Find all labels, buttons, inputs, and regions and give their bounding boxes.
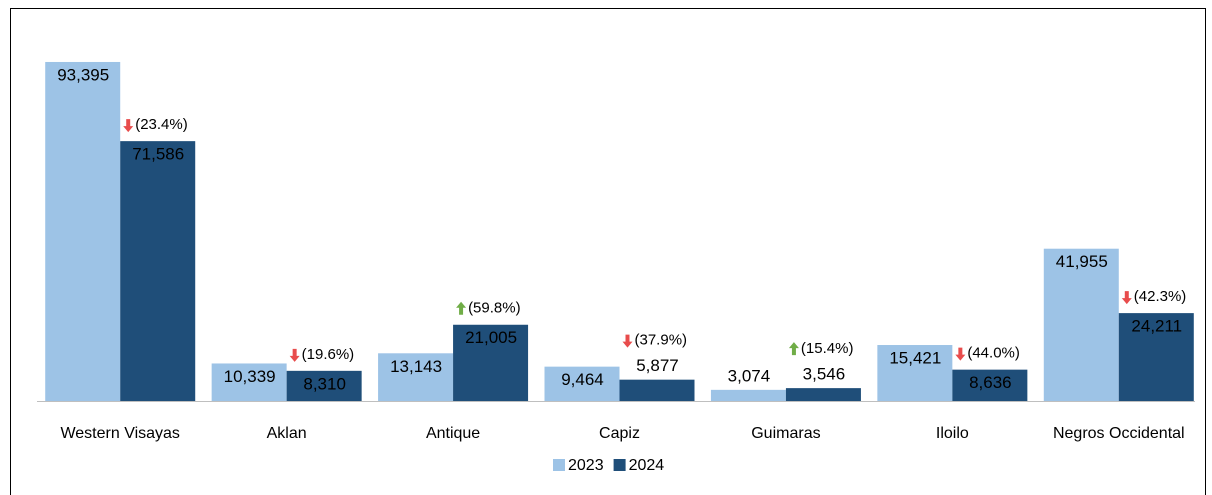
change-label: (23.4%) bbox=[135, 116, 188, 133]
x-tick-label: Guimaras bbox=[751, 425, 820, 442]
bar bbox=[1118, 313, 1194, 401]
bar bbox=[619, 379, 695, 401]
bar bbox=[211, 363, 287, 401]
change-label: (19.6%) bbox=[302, 346, 355, 363]
x-tick-label: Negros Occidental bbox=[1053, 425, 1185, 442]
bar bbox=[378, 353, 454, 401]
bar bbox=[453, 324, 529, 401]
change-arrow bbox=[456, 301, 467, 315]
change-arrow bbox=[1121, 291, 1132, 305]
change-arrow bbox=[955, 347, 966, 361]
bar bbox=[877, 345, 953, 401]
change-arrow bbox=[788, 342, 799, 356]
legend-label: 2024 bbox=[629, 457, 665, 474]
value-label: 8,636 bbox=[969, 373, 1012, 392]
value-label: 3,546 bbox=[803, 365, 846, 384]
x-tick-label: Aklan bbox=[267, 425, 307, 442]
x-tick-label: Western Visayas bbox=[60, 425, 179, 442]
value-label: 21,005 bbox=[465, 328, 517, 347]
value-label: 15,421 bbox=[889, 349, 941, 368]
change-arrow bbox=[123, 119, 134, 133]
bar bbox=[952, 369, 1028, 401]
bar bbox=[45, 61, 121, 402]
legend-swatch bbox=[553, 459, 565, 471]
bar bbox=[785, 388, 861, 401]
legend-swatch bbox=[613, 459, 626, 471]
change-label: (37.9%) bbox=[635, 332, 688, 349]
value-label: 9,464 bbox=[561, 370, 604, 389]
legend-label: 2023 bbox=[568, 457, 604, 474]
x-tick-label: Iloilo bbox=[936, 425, 969, 442]
change-label: (42.3%) bbox=[1134, 288, 1187, 305]
change-label: (59.8%) bbox=[468, 300, 521, 317]
value-label: 5,877 bbox=[636, 356, 679, 375]
bar bbox=[544, 366, 620, 401]
bar bbox=[286, 370, 362, 401]
x-tick-label: Antique bbox=[426, 425, 480, 442]
value-label: 3,074 bbox=[728, 366, 771, 385]
change-label: (15.4%) bbox=[801, 340, 854, 357]
change-arrow bbox=[622, 334, 633, 348]
value-label: 10,339 bbox=[224, 367, 276, 386]
value-label: 93,395 bbox=[57, 65, 109, 84]
bar bbox=[710, 389, 786, 401]
value-label: 71,586 bbox=[132, 145, 184, 164]
bar bbox=[1043, 248, 1119, 401]
x-tick-label: Capiz bbox=[599, 425, 640, 442]
frame bbox=[10, 8, 1206, 495]
change-label: (44.0%) bbox=[967, 345, 1020, 362]
value-label: 24,211 bbox=[1131, 317, 1182, 336]
value-label: 41,955 bbox=[1056, 252, 1108, 271]
change-arrow bbox=[289, 348, 300, 362]
value-label: 13,143 bbox=[390, 357, 442, 376]
value-label: 8,310 bbox=[303, 374, 346, 393]
bar bbox=[120, 141, 196, 401]
